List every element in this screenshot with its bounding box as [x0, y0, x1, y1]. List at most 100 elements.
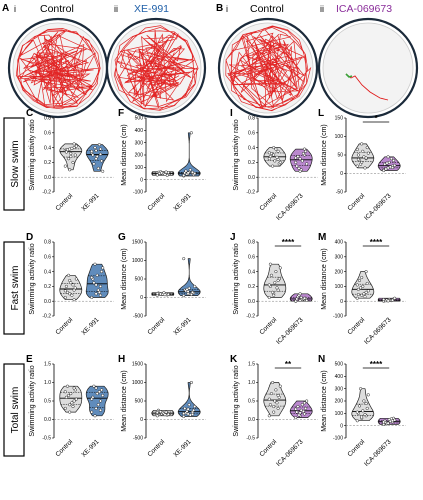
chart-l-point — [389, 157, 393, 161]
chart-n-xcat-1: Control — [346, 438, 366, 458]
panel-b-i-title: Control — [250, 3, 284, 15]
chart-l-ylabel: Mean distance (cm) — [321, 124, 328, 185]
panel-b-ii-label: ii — [320, 4, 324, 14]
panel-a-i-label: i — [14, 4, 16, 14]
chart-e-ytick-label: 0.5 — [44, 399, 51, 405]
chart-i-point — [271, 164, 275, 168]
chart-c-ytick-label: 0.0 — [44, 175, 51, 181]
chart-d-ytick-label: 0.0 — [44, 299, 51, 305]
chart-c-point — [97, 143, 101, 147]
chart-j-point — [269, 273, 274, 277]
chart-n-point — [382, 420, 386, 424]
chart-c-point — [69, 151, 73, 156]
chart-i-xcat-2: ICA-069673 — [275, 192, 305, 222]
chart-n-ylabel: Mean distance (cm) — [321, 370, 328, 431]
chart-h-point — [193, 405, 197, 409]
chart-c-ytick-label: 0.4 — [44, 145, 51, 151]
chart-i-point — [298, 169, 302, 173]
arena-a-control-track — [15, 28, 101, 110]
chart-l-ytick-label: 50 — [337, 153, 343, 159]
arena-b-ica — [317, 17, 419, 119]
chart-n-point — [382, 422, 386, 426]
chart-f-ytick-label: 200 — [135, 153, 144, 159]
chart-d-point — [74, 277, 78, 281]
chart-k-point — [302, 412, 307, 416]
chart-i-xcat-1: Control — [258, 192, 278, 212]
chart-d-point — [70, 293, 74, 297]
chart-c-point — [92, 162, 96, 166]
chart-i-ytick-label: 0.0 — [248, 175, 255, 181]
arena-a-xe991-track — [113, 25, 199, 111]
chart-k-point — [305, 399, 309, 403]
chart-g-ytick-label: 500 — [135, 277, 144, 283]
chart-l-point — [386, 155, 390, 159]
chart-j-ytick-label: 0.8 — [248, 240, 255, 246]
chart-c-point — [72, 142, 76, 146]
chart-k-ytick-label: -0.5 — [246, 436, 255, 442]
chart-c-point — [73, 153, 77, 157]
chart-g-ytick-label: 1500 — [132, 240, 143, 246]
chart-e-point — [90, 410, 94, 414]
panel-m-label: M — [318, 232, 326, 243]
chart-g-point — [186, 290, 190, 294]
chart-m-point — [364, 290, 368, 294]
chart-l-point — [382, 168, 386, 173]
chart-m-point — [390, 298, 395, 302]
chart-f-ytick-label: 400 — [135, 128, 144, 134]
chart-f-ytick-label: 500 — [135, 116, 144, 122]
chart-g: G Mean distance (cm) -500 0 500 1000 1500 Contr… — [118, 232, 206, 337]
chart-c-point — [94, 149, 98, 153]
chart-c-point — [96, 166, 100, 170]
chart-h-point — [186, 407, 190, 411]
chart-m-point — [382, 298, 386, 302]
chart-j-ytick-label: 0.0 — [248, 299, 255, 305]
chart-e-point — [92, 384, 96, 388]
chart-j-ylabel: Swimming activity ratio — [233, 243, 240, 314]
chart-e-point — [74, 397, 78, 401]
chart-m-point — [362, 292, 366, 296]
chart-h: H Mean distance (cm) -500 0 500 1000 1500 Contr… — [118, 354, 206, 459]
chart-g-ytick-label: 1000 — [132, 258, 143, 264]
chart-n-point — [363, 413, 367, 417]
chart-e-violin-2 — [85, 385, 109, 417]
chart-d-point — [101, 266, 105, 270]
chart-j-ytick-label: -0.2 — [246, 314, 255, 320]
chart-e-point — [98, 399, 103, 403]
chart-h-point — [192, 408, 196, 412]
chart-c-point — [90, 149, 94, 153]
chart-l-ytick-label: 150 — [335, 116, 344, 122]
chart-j-violin-1 — [263, 263, 287, 298]
chart-i-point — [300, 159, 304, 163]
chart-e-point — [65, 384, 70, 388]
chart-j-point — [305, 298, 309, 303]
chart-k-point — [276, 393, 280, 398]
chart-e-point — [72, 386, 76, 390]
panel-l-label: L — [318, 108, 324, 119]
chart-k-point — [272, 405, 276, 409]
chart-j-point — [273, 281, 277, 285]
chart-c-point — [98, 152, 103, 156]
arena-a-xe991-floor — [110, 22, 202, 114]
chart-d-point — [95, 273, 99, 277]
chart-c-ytick-label: 0.6 — [44, 131, 51, 137]
chart-k-xcat-1: Control — [258, 438, 278, 458]
panel-a-label: A — [2, 3, 9, 14]
chart-m-sig-label: **** — [370, 238, 383, 247]
chart-i-point — [295, 164, 299, 168]
chart-k-point — [300, 403, 304, 407]
chart-d-point — [72, 298, 76, 302]
chart-c-point — [74, 144, 78, 148]
chart-f-point — [190, 170, 195, 174]
chart-n-sig-label: **** — [370, 360, 383, 369]
chart-k-xcat-2: ICA-069673 — [275, 438, 305, 468]
chart-l-point — [360, 142, 364, 146]
panel-k-label: K — [230, 354, 238, 365]
chart-j-point — [294, 299, 298, 303]
chart-e-point — [69, 392, 73, 396]
chart-c-ytick-label: 0.2 — [44, 160, 51, 166]
chart-d-point — [100, 270, 104, 274]
row-slow-box — [3, 117, 25, 211]
chart-e-point — [93, 414, 97, 418]
chart-n-violin-1 — [351, 388, 375, 422]
chart-k-ytick-label: 0.5 — [248, 399, 255, 405]
